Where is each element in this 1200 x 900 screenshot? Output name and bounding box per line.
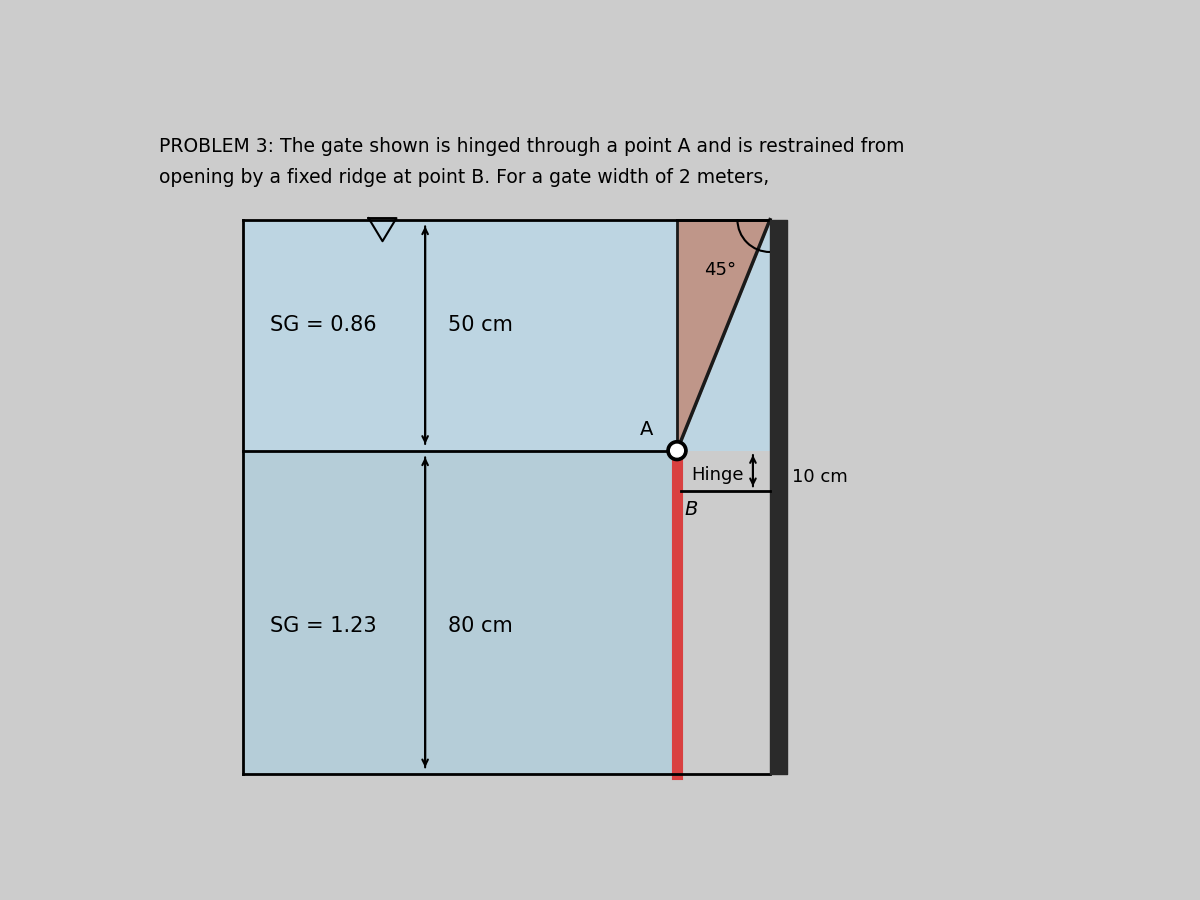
Text: SG = 1.23: SG = 1.23 (270, 616, 377, 635)
Text: 10 cm: 10 cm (792, 468, 847, 486)
Bar (242, 451, 677, 774)
Text: 50 cm: 50 cm (449, 315, 514, 336)
Text: A: A (640, 420, 653, 439)
Bar (242, 220, 770, 451)
Text: opening by a fixed ridge at point B. For a gate width of 2 meters,: opening by a fixed ridge at point B. For… (160, 168, 769, 187)
Text: B: B (685, 500, 698, 519)
Text: 80 cm: 80 cm (449, 616, 514, 635)
Circle shape (671, 445, 683, 457)
Text: SG = 0.86: SG = 0.86 (270, 315, 377, 336)
Text: 45°: 45° (704, 261, 737, 279)
Text: Hinge: Hinge (691, 466, 744, 484)
Text: PROBLEM 3: The gate shown is hinged through a point A and is restrained from: PROBLEM 3: The gate shown is hinged thro… (160, 138, 905, 157)
Polygon shape (677, 220, 770, 451)
Circle shape (667, 441, 688, 461)
